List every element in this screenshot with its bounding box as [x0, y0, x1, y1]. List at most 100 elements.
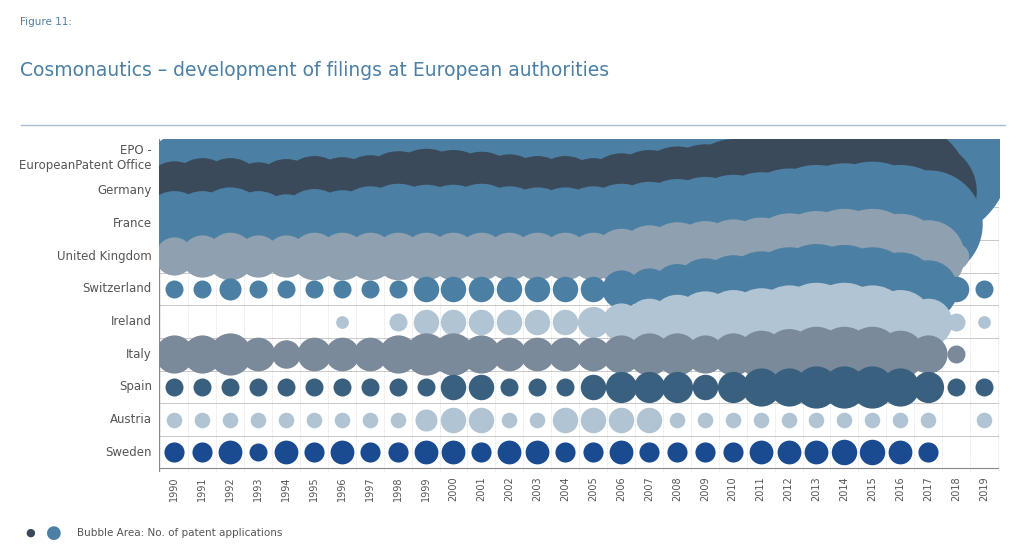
Point [725, 382, 741, 391]
Point [221, 448, 238, 457]
Point [194, 186, 210, 195]
Point [557, 285, 573, 294]
Point [557, 350, 573, 359]
Point [920, 219, 937, 228]
Point [725, 415, 741, 424]
Text: Figure 11:: Figure 11: [20, 17, 73, 27]
Point [445, 186, 461, 195]
Point [333, 415, 350, 424]
Point [613, 252, 629, 261]
Point [836, 252, 853, 261]
Point [585, 317, 602, 326]
Point [976, 285, 992, 294]
Point [474, 382, 490, 391]
Point [417, 415, 434, 424]
Point [892, 382, 908, 391]
Text: ●: ● [26, 528, 36, 538]
Point [474, 186, 490, 195]
Point [445, 285, 461, 294]
Point [752, 154, 769, 163]
Point [641, 285, 657, 294]
Point [948, 317, 965, 326]
Point [920, 154, 937, 163]
Point [752, 219, 769, 228]
Point [250, 154, 266, 163]
Point [417, 448, 434, 457]
Point [668, 219, 685, 228]
Point [864, 415, 880, 424]
Point [780, 285, 796, 294]
Point [613, 382, 629, 391]
Point [166, 219, 182, 228]
Point [948, 186, 965, 195]
Point [752, 382, 769, 391]
Point [166, 382, 182, 391]
Point [166, 252, 182, 261]
Point [892, 186, 908, 195]
Point [529, 186, 545, 195]
Point [390, 448, 406, 457]
Point [892, 219, 908, 228]
Point [333, 219, 350, 228]
Point [892, 154, 908, 163]
Point [417, 219, 434, 228]
Point [445, 252, 461, 261]
Point [585, 252, 602, 261]
Point [417, 154, 434, 163]
Point [752, 317, 769, 326]
Point [445, 382, 461, 391]
Point [948, 382, 965, 391]
Point [445, 219, 461, 228]
Point [697, 415, 713, 424]
Point [221, 154, 238, 163]
Point [362, 350, 378, 359]
Point [613, 219, 629, 228]
Point [920, 317, 937, 326]
Point [668, 317, 685, 326]
Point [836, 415, 853, 424]
Point [892, 252, 908, 261]
Point [417, 317, 434, 326]
Point [474, 350, 490, 359]
Point [390, 219, 406, 228]
Point [278, 252, 294, 261]
Point [362, 186, 378, 195]
Point [305, 252, 322, 261]
Point [333, 186, 350, 195]
Point [390, 285, 406, 294]
Point [809, 350, 825, 359]
Point [920, 415, 937, 424]
Point [474, 448, 490, 457]
Point [725, 285, 741, 294]
Point [557, 448, 573, 457]
Point [250, 285, 266, 294]
Point [752, 350, 769, 359]
Point [585, 154, 602, 163]
Point [725, 317, 741, 326]
Point [417, 186, 434, 195]
Point [836, 382, 853, 391]
Point [892, 317, 908, 326]
Point [194, 219, 210, 228]
Point [529, 219, 545, 228]
Point [585, 186, 602, 195]
Point [250, 350, 266, 359]
Point [613, 415, 629, 424]
Point [362, 285, 378, 294]
Point [641, 415, 657, 424]
Point [864, 317, 880, 326]
Point [752, 252, 769, 261]
Point [474, 252, 490, 261]
Point [697, 252, 713, 261]
Point [250, 186, 266, 195]
Point [250, 415, 266, 424]
Point [278, 382, 294, 391]
Point [194, 252, 210, 261]
Point [892, 285, 908, 294]
Point [557, 317, 573, 326]
Point [752, 285, 769, 294]
Point [501, 285, 518, 294]
Point [697, 154, 713, 163]
Point [417, 252, 434, 261]
Point [725, 154, 741, 163]
